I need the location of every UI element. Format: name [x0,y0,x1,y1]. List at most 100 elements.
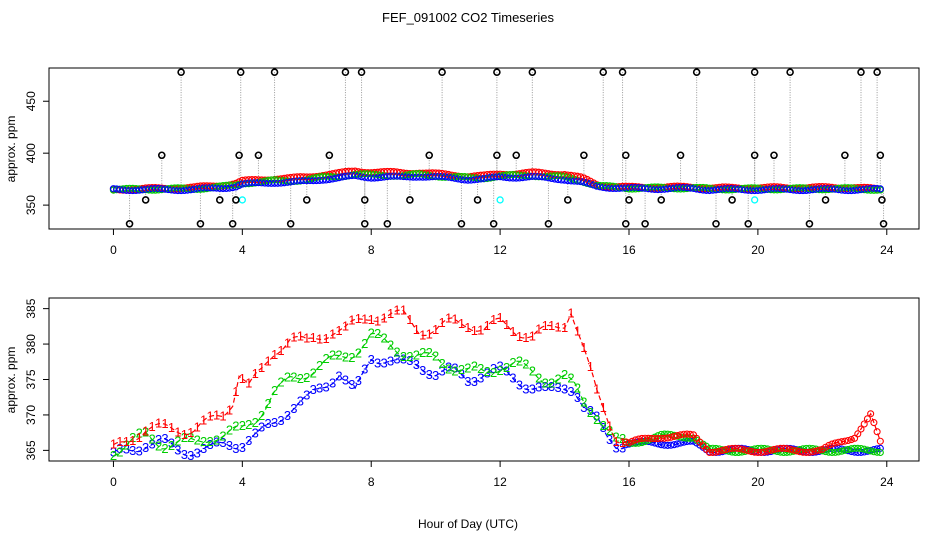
bottom-series-3-marker: 3 [335,368,342,383]
bottom-series-1-marker: 1 [600,400,607,415]
bottom-series-3-marker: 3 [252,426,259,441]
top-black-point [489,220,498,228]
top-black-point [406,196,414,204]
bottom-series-3-marker: 3 [503,363,510,378]
bottom-series-3-marker: 3 [619,441,626,456]
bottom-series-1-point [718,446,726,455]
bottom-series-1-point [783,445,791,453]
bottom-series-1-marker: 1 [335,323,342,338]
bottom-series-2-marker: 2 [374,326,381,341]
bottom-series-1-point [667,433,675,441]
bottom-series-1-marker: 1 [303,331,310,346]
bottom-series-1-point [715,447,723,455]
top-black-point [599,68,608,76]
bottom-series-3-marker: 3 [516,377,523,392]
bottom-series-3-marker: 3 [284,408,291,423]
bottom-series-2-marker: 2 [496,363,503,378]
bottom-series-2-marker: 2 [258,408,265,423]
bottom-series-3-marker: 3 [148,436,155,451]
bottom-series-1-marker: 1 [516,329,523,344]
bottom-series-3-marker: 3 [174,443,181,458]
bottom-data-marks: 3 3 3 3 3 3 3 3 3 3 3 3 3 3 3 3 3 3 3 3 3 3 3 3 3 3 3 3 3 3 3 3 3 3 3 3 3 3 33… [110,302,884,463]
bottom-series-2-marker: 2 [110,448,117,463]
bottom-series-1-marker: 1 [406,312,413,327]
bottom-series-1-point [712,448,720,456]
bottom-series-1-point [780,444,788,452]
bottom-series-3-marker: 3 [110,445,117,460]
bottom-series-3-marker: 3 [548,379,555,394]
bottom-series-1-marker: 1 [503,317,510,332]
bottom-series-2-marker: 2 [194,432,201,447]
bottom-series-1-marker: 1 [580,340,587,355]
bottom-series-3-marker: 3 [406,353,413,368]
bottom-series-3-marker: 3 [142,440,149,455]
top-x-tick-label: 8 [368,243,375,257]
bottom-series-2-point [834,448,842,456]
bottom-series-1-marker: 1 [129,433,136,448]
bottom-series-2-point [863,446,871,454]
bottom-series-3-marker: 3 [129,443,136,458]
top-y-tick-label: 350 [24,195,38,215]
top-plot-frame [48,67,920,230]
bottom-series-2-marker: 2 [522,357,529,372]
top-series-1-point [577,173,585,181]
bottom-series-1-point [660,434,668,442]
bottom-series-2-marker: 2 [580,394,587,409]
bottom-series-1-point [857,425,865,433]
bottom-series-3-marker: 3 [400,352,407,367]
bottom-series-1-point [812,447,820,455]
bottom-y-tick-label: 380 [24,334,38,354]
bottom-series-3-marker: 3 [477,371,484,386]
top-series-3-point [332,174,340,182]
bottom-series-1-point [809,448,817,456]
top-black-point [235,151,243,160]
bottom-series-1-marker: 1 [471,323,478,338]
top-black-point [873,68,881,76]
top-black-point [676,151,685,160]
bottom-series-1-marker: 1 [213,408,220,423]
bottom-series-2-marker: 2 [574,380,581,395]
bottom-series-3-marker: 3 [529,381,536,396]
bottom-series-1-point [834,438,842,446]
bottom-series-3-marker: 3 [413,357,420,372]
bottom-series-3-marker: 3 [535,380,542,395]
bottom-series-1-marker: 1 [464,320,471,335]
bottom-series-3-marker: 3 [451,360,458,375]
top-black-point [325,151,334,160]
bottom-series-2-marker: 2 [123,438,130,453]
bottom-series-1-marker: 1 [342,318,349,333]
bottom-series-3-marker: 3 [219,435,226,450]
bottom-series-3-marker: 3 [310,382,317,397]
top-series-3-point [335,174,343,182]
bottom-series-1-marker: 1 [297,328,304,343]
bottom-series-3-marker: 3 [561,382,568,397]
bottom-series-2-point [838,447,846,455]
bottom-series-2-marker: 2 [322,351,329,366]
bottom-series-2-marker: 2 [458,362,465,377]
bottom-series-1-marker: 1 [142,424,149,439]
bottom-series-2-marker: 2 [290,369,297,384]
top-black-point [744,220,753,228]
bottom-series-3-marker: 3 [136,443,143,458]
bottom-series-2-point [867,447,875,455]
top-black-point [580,151,588,160]
top-cyan-point [751,196,759,204]
top-black-point [254,151,263,160]
top-black-point [286,220,295,228]
bottom-series-2-marker: 2 [213,432,220,447]
top-black-point [528,68,537,76]
bottom-x-tick-label: 4 [239,475,246,489]
bottom-y-tick-label: 365 [24,440,38,460]
bottom-series-1-point [709,448,717,456]
bottom-series-3-marker: 3 [419,363,426,378]
bottom-series-2-marker: 2 [619,431,626,446]
bottom-series-1-marker: 1 [322,331,329,346]
bottom-series-3-marker: 3 [580,400,587,415]
bottom-series-3-marker: 3 [484,365,491,380]
top-black-point [157,151,166,160]
bottom-series-3-marker: 3 [490,361,497,376]
bottom-series-2-marker: 2 [600,418,607,433]
bottom-series-2-marker: 2 [297,371,304,386]
bottom-series-1-point [831,439,839,447]
bottom-series-1-point [854,430,862,438]
